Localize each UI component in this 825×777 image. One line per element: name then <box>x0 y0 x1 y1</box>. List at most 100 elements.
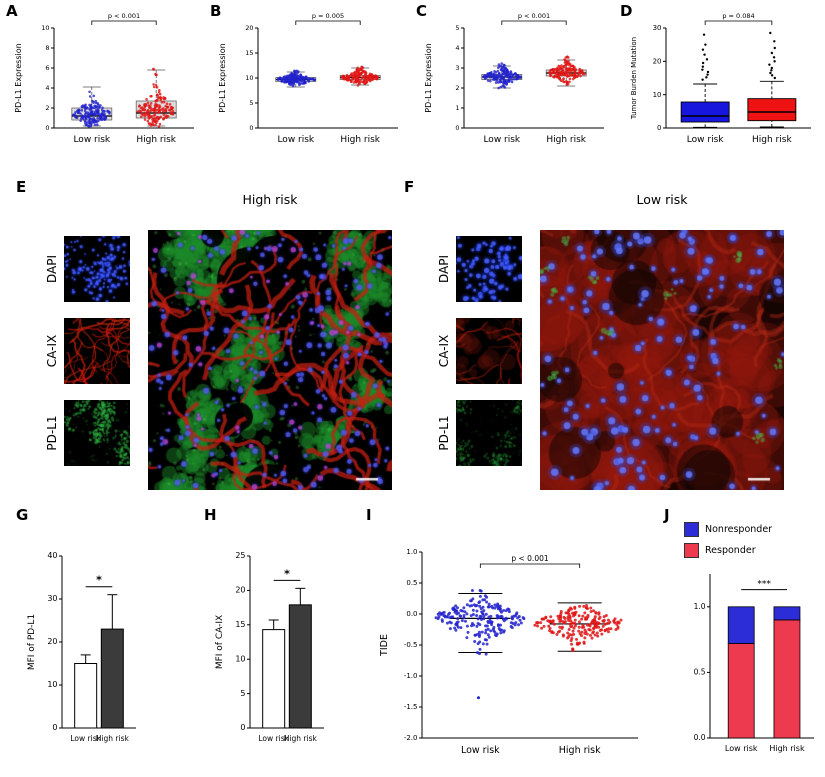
e-row-label-caix: CA-IX <box>45 334 59 368</box>
svg-text:MFI of PD-L1: MFI of PD-L1 <box>27 614 37 670</box>
svg-text:10: 10 <box>47 680 57 689</box>
svg-text:High risk: High risk <box>96 734 130 743</box>
svg-text:High risk: High risk <box>136 135 176 145</box>
svg-text:-2.0: -2.0 <box>404 734 418 742</box>
panel-b-letter: B <box>210 2 222 20</box>
svg-text:Low risk: Low risk <box>70 734 101 743</box>
f-dapi-image <box>456 236 522 302</box>
panel-i-letter: I <box>366 506 372 524</box>
svg-text:Low risk: Low risk <box>725 744 758 753</box>
panel-g-letter: G <box>16 506 29 524</box>
svg-text:0.5: 0.5 <box>694 668 706 677</box>
panel-j-letter: J <box>664 506 670 524</box>
e-row-label-pdl1: PD-L1 <box>45 415 59 451</box>
f-row-label-dapi: DAPI <box>437 254 451 284</box>
svg-text:10: 10 <box>245 74 253 82</box>
f-merged-image <box>540 230 784 490</box>
svg-text:10: 10 <box>653 91 662 99</box>
svg-text:MFI of CA-IX: MFI of CA-IX <box>215 615 225 669</box>
f-caix-image <box>456 318 522 384</box>
svg-text:3: 3 <box>455 64 459 72</box>
svg-text:0.0: 0.0 <box>694 733 706 742</box>
svg-text:p < 0.001: p < 0.001 <box>518 12 550 20</box>
svg-text:-1.0: -1.0 <box>404 672 418 680</box>
f-row-label-pdl1: PD-L1 <box>437 415 451 451</box>
svg-text:High risk: High risk <box>284 734 318 743</box>
nonresponder-label: Nonresponder <box>705 524 773 535</box>
svg-text:25: 25 <box>235 551 245 560</box>
svg-text:2: 2 <box>455 84 459 92</box>
panel-e-letter: E <box>16 178 27 196</box>
responder-swatch <box>684 543 699 558</box>
panel-a-chart: 0 2 4 6 8 10 PD-L1 Expression Low risk High risk… <box>14 12 194 145</box>
svg-text:30: 30 <box>47 594 57 603</box>
svg-text:High risk: High risk <box>340 135 380 145</box>
svg-text:TIDE: TIDE <box>379 634 390 657</box>
svg-text:4: 4 <box>45 84 49 92</box>
svg-text:Tumor Burden Mutation: Tumor Burden Mutation <box>630 37 638 120</box>
svg-text:High risk: High risk <box>752 135 792 145</box>
svg-text:***: *** <box>757 580 771 590</box>
svg-text:0: 0 <box>249 124 253 132</box>
svg-text:*: * <box>284 567 290 580</box>
svg-text:6: 6 <box>45 64 49 72</box>
panel-e-title: High risk <box>242 192 298 207</box>
panel-c-letter: C <box>416 2 428 20</box>
svg-text:5: 5 <box>455 24 459 32</box>
panel-f-letter: F <box>404 178 415 196</box>
svg-text:Low risk: Low risk <box>461 745 500 756</box>
e-merged-image <box>148 230 392 490</box>
svg-text:Low risk: Low risk <box>687 135 724 145</box>
svg-text:p < 0.001: p < 0.001 <box>511 554 549 563</box>
svg-text:30: 30 <box>653 24 662 32</box>
panel-j-chart: 0.0 0.5 1.0 Low risk High risk *** <box>694 574 814 753</box>
svg-text:1.0: 1.0 <box>406 548 417 556</box>
panel-h-letter: H <box>204 506 217 524</box>
svg-text:p < 0.001: p < 0.001 <box>108 12 140 20</box>
svg-text:20: 20 <box>47 637 57 646</box>
svg-text:Low risk: Low risk <box>73 135 110 145</box>
svg-text:High risk: High risk <box>546 135 586 145</box>
svg-text:0.5: 0.5 <box>406 579 417 587</box>
svg-text:20: 20 <box>235 586 245 595</box>
svg-text:0: 0 <box>52 723 57 732</box>
panel-c-chart: 0 1 2 3 4 5 PD-L1 Expression Low risk High risk p… <box>424 12 604 145</box>
e-dapi-image <box>64 236 130 302</box>
legend-item-nonresponder: Nonresponder <box>684 522 772 537</box>
svg-text:0: 0 <box>240 723 245 732</box>
e-row-label-dapi: DAPI <box>45 254 59 284</box>
svg-text:15: 15 <box>235 620 245 629</box>
panel-i-chart: 1.0 0.5 0.0 -0.5 -1.0 -1.5 -2.0 TIDE Low risk Hig… <box>379 548 638 756</box>
svg-text:4: 4 <box>455 44 459 52</box>
e-pdl1-image <box>64 400 130 466</box>
panel-d-chart: 0 10 20 30 Tumor Burden Mutation Low risk High… <box>630 12 811 145</box>
e-caix-image <box>64 318 130 384</box>
svg-text:-1.5: -1.5 <box>404 703 418 711</box>
f-pdl1-image <box>456 400 522 466</box>
svg-text:15: 15 <box>245 49 253 57</box>
svg-text:p = 0.084: p = 0.084 <box>722 12 754 20</box>
svg-text:0.0: 0.0 <box>406 610 417 618</box>
svg-text:5: 5 <box>249 99 253 107</box>
panel-j-legend: Nonresponder Responder <box>684 522 772 558</box>
svg-text:0: 0 <box>455 124 459 132</box>
svg-text:10: 10 <box>41 24 49 32</box>
panel-d-letter: D <box>620 2 633 20</box>
f-row-label-caix: CA-IX <box>437 334 451 368</box>
svg-text:*: * <box>96 574 102 587</box>
svg-text:-0.5: -0.5 <box>404 641 418 649</box>
svg-text:0: 0 <box>657 124 661 132</box>
svg-text:1.0: 1.0 <box>694 602 706 611</box>
svg-text:0: 0 <box>45 124 49 132</box>
svg-text:High risk: High risk <box>769 744 805 753</box>
svg-text:PD-L1 Expression: PD-L1 Expression <box>424 43 433 112</box>
svg-text:5: 5 <box>240 689 245 698</box>
svg-text:40: 40 <box>47 551 57 560</box>
panel-f-title: Low risk <box>636 192 688 207</box>
svg-text:2: 2 <box>45 104 49 112</box>
panel-b-chart: 0 5 10 15 20 PD-L1 Expression Low risk High ris… <box>218 12 398 145</box>
nonresponder-swatch <box>684 522 699 537</box>
